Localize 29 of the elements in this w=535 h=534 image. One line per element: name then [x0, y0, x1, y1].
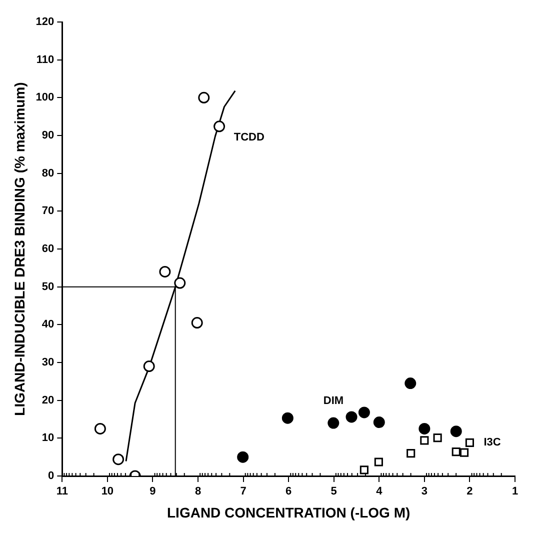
y-tick-label: 80 — [42, 167, 54, 180]
y-tick-label: 60 — [42, 243, 54, 256]
y-tick-label: 10 — [42, 432, 54, 444]
y-axis-title: LIGAND-INDUCIBLE DRE3 BINDING (% maximum) — [11, 82, 28, 416]
y-tick-label: 50 — [42, 280, 54, 293]
y-tick-label: 110 — [36, 54, 54, 66]
y-tick-label: 90 — [42, 130, 54, 142]
y-tick-label: 40 — [42, 318, 54, 331]
y-tick-label: 70 — [42, 205, 54, 218]
y-tick-label: 0 — [48, 470, 54, 482]
y-tick-label: 100 — [36, 92, 54, 104]
x-tick-label: 6 — [286, 486, 292, 498]
y-tick-label: 20 — [42, 394, 54, 406]
x-tick-label: 4 — [376, 486, 384, 498]
x-tick-label: 10 — [101, 486, 114, 498]
x-axis-title: LIGAND CONCENTRATION (-LOG M) — [167, 504, 410, 520]
series-label: I3C — [484, 436, 501, 449]
y-tick-label: 120 — [36, 16, 54, 28]
y-tick-label: 30 — [42, 356, 54, 369]
series-label: DIM — [323, 395, 344, 408]
x-tick-label: 3 — [421, 486, 428, 498]
x-tick-label: 1 — [512, 486, 518, 498]
x-tick-label: 2 — [466, 486, 473, 498]
series-label: TCDD — [234, 132, 264, 144]
x-tick-label: 11 — [56, 486, 68, 498]
x-tick-label: 8 — [194, 486, 202, 498]
x-tick-label: 5 — [330, 486, 337, 498]
x-tick-label: 9 — [150, 486, 156, 498]
x-tick-label: 7 — [240, 486, 246, 498]
